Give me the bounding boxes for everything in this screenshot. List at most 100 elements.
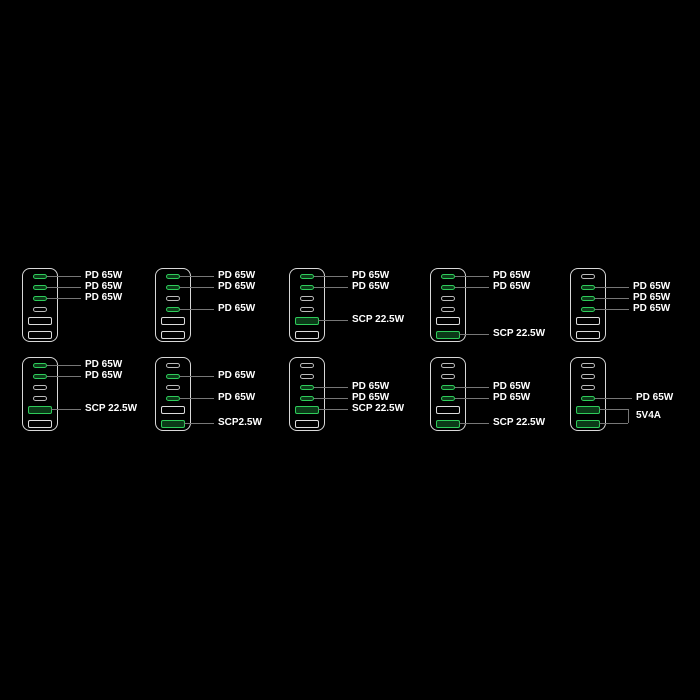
bracket-line [599, 423, 628, 424]
usb-c-port [33, 274, 47, 279]
charger-diagram [289, 357, 325, 431]
usb-a-port [295, 317, 319, 325]
port-power-label: PD 65W [218, 303, 256, 314]
port-power-label: PD 65W [352, 281, 390, 292]
leader-line [314, 387, 348, 388]
leader-line [455, 287, 489, 288]
charger-diagram [155, 268, 191, 342]
usb-c-port [581, 285, 595, 290]
leader-line [314, 398, 348, 399]
port-power-label: PD 65W [85, 281, 123, 292]
usb-c-port [33, 363, 47, 368]
usb-c-port [33, 374, 47, 379]
usb-c-port [581, 363, 595, 368]
port-power-label: 5V4A [636, 410, 662, 421]
usb-a-port [161, 406, 185, 414]
leader-line [455, 387, 489, 388]
port-power-label: SCP 22.5W [493, 417, 546, 428]
leader-line [318, 409, 348, 410]
leader-line [47, 287, 81, 288]
port-power-label: PD 65W [85, 359, 123, 370]
port-power-label: SCP2.5W [218, 417, 262, 428]
port-power-label: PD 65W [352, 270, 390, 281]
usb-c-port [581, 296, 595, 301]
port-power-label: PD 65W [633, 292, 671, 303]
usb-a-port [161, 317, 185, 325]
usb-c-port [441, 285, 455, 290]
port-power-label: PD 65W [493, 281, 531, 292]
usb-c-port [441, 385, 455, 390]
leader-line [595, 298, 629, 299]
leader-line [180, 376, 214, 377]
leader-line [595, 287, 629, 288]
port-power-label: PD 65W [218, 370, 256, 381]
leader-line [595, 309, 629, 310]
leader-line [318, 320, 348, 321]
port-power-label: PD 65W [493, 270, 531, 281]
port-power-label: PD 65W [352, 381, 390, 392]
usb-a-port [576, 317, 600, 325]
leader-line [459, 423, 489, 424]
port-power-label: SCP 22.5W [352, 403, 405, 414]
leader-line [184, 423, 214, 424]
usb-c-port [300, 307, 314, 312]
usb-c-port [33, 385, 47, 390]
usb-a-port [28, 317, 52, 325]
port-power-label: PD 65W [352, 392, 390, 403]
leader-line [47, 376, 81, 377]
usb-a-port [295, 420, 319, 428]
usb-a-port [28, 331, 52, 339]
leader-line [455, 398, 489, 399]
usb-a-port [436, 406, 460, 414]
usb-c-port [441, 374, 455, 379]
usb-a-port [436, 420, 460, 428]
usb-c-port [300, 374, 314, 379]
charger-diagram [430, 357, 466, 431]
leader-line [314, 276, 348, 277]
charger-diagram [155, 357, 191, 431]
usb-a-port [436, 317, 460, 325]
port-power-label: PD 65W [85, 270, 123, 281]
bracket-line [599, 409, 628, 410]
usb-a-port [576, 420, 600, 428]
charger-diagram [22, 268, 58, 342]
leader-line [314, 287, 348, 288]
usb-c-port [581, 307, 595, 312]
usb-a-port [576, 406, 600, 414]
usb-c-port [441, 363, 455, 368]
charger-diagram [570, 357, 606, 431]
leader-line [595, 398, 632, 399]
usb-c-port [33, 296, 47, 301]
port-power-label: PD 65W [218, 281, 256, 292]
usb-c-port [441, 296, 455, 301]
port-power-label: PD 65W [633, 281, 671, 292]
usb-a-port [295, 331, 319, 339]
usb-a-port [161, 331, 185, 339]
usb-c-port [33, 396, 47, 401]
leader-line [47, 365, 81, 366]
charger-diagram [22, 357, 58, 431]
usb-c-port [166, 374, 180, 379]
usb-c-port [441, 307, 455, 312]
usb-c-port [441, 274, 455, 279]
usb-c-port [166, 285, 180, 290]
usb-c-port [581, 274, 595, 279]
usb-c-port [441, 396, 455, 401]
usb-c-port [300, 396, 314, 401]
leader-line [180, 309, 214, 310]
charger-diagram [570, 268, 606, 342]
usb-c-port [166, 363, 180, 368]
leader-line [47, 298, 81, 299]
leader-line [455, 276, 489, 277]
usb-c-port [33, 285, 47, 290]
charger-diagram [289, 268, 325, 342]
usb-c-port [581, 396, 595, 401]
port-power-label: PD 65W [85, 292, 123, 303]
leader-line [459, 334, 489, 335]
port-power-label: PD 65W [493, 381, 531, 392]
leader-line [47, 276, 81, 277]
port-power-label: SCP 22.5W [352, 314, 405, 325]
leader-line [180, 398, 214, 399]
port-power-label: PD 65W [218, 270, 256, 281]
usb-c-port [300, 285, 314, 290]
